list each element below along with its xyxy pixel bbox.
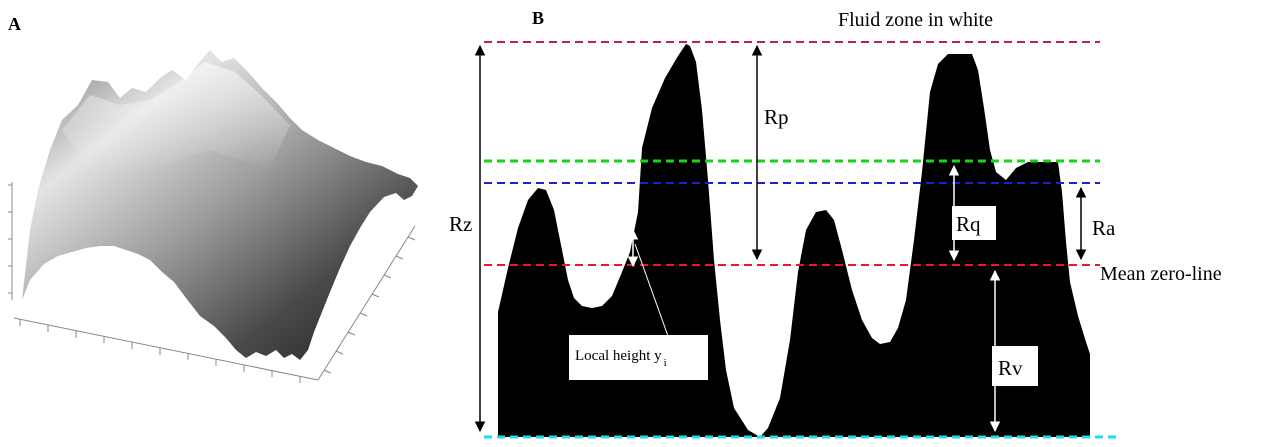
local-height-pointer [634,243,669,337]
axis-y [317,225,416,381]
rq-label: Rq [956,212,981,236]
ra-label: Ra [1092,216,1116,240]
axis-x [13,317,319,383]
mean-line-label: Mean zero-line [1100,263,1222,285]
rp-label: Rp [764,105,789,129]
panel-b: B Fluid zone in white Rz Rp Rq Ra Mean z… [448,8,1222,439]
local-height-label: Local height y [575,348,662,364]
local-height-subscript: i [664,357,667,369]
rq-label-box [952,206,996,240]
panel-a-label: A [8,14,21,34]
panel-b-label: B [532,8,544,28]
rv-label: Rv [998,356,1023,380]
rz-label: Rz [449,212,472,236]
rz-label-bg [448,210,478,236]
axis-z [8,182,13,300]
panel-a: A [8,14,418,383]
local-height-box [569,335,708,380]
fluid-zone-title: Fluid zone in white [838,9,993,31]
rv-label-box [992,346,1038,386]
surface-highlight [62,62,290,175]
